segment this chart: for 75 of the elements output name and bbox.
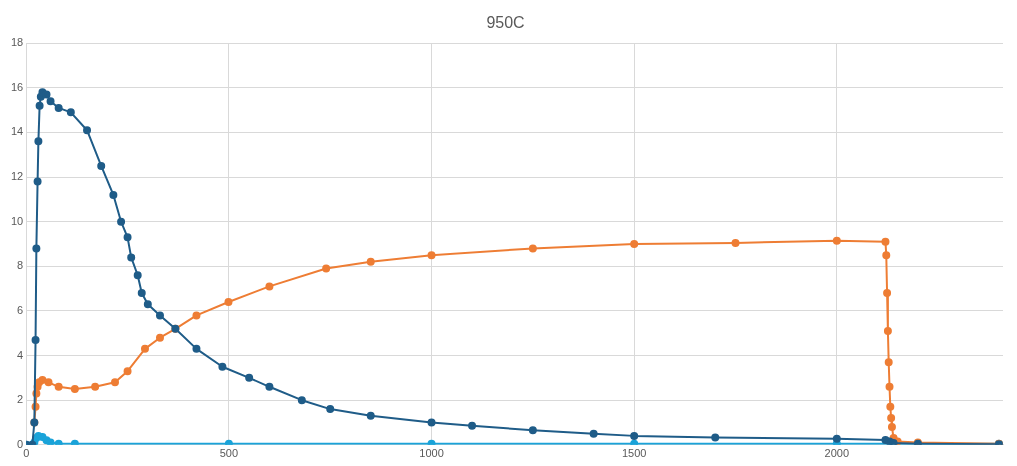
chart-title: 950C xyxy=(486,14,525,32)
point xyxy=(630,240,639,248)
point xyxy=(155,311,164,320)
point xyxy=(427,418,436,427)
point xyxy=(66,108,75,117)
point xyxy=(70,385,79,394)
point xyxy=(887,414,896,423)
point xyxy=(218,362,227,371)
y-tick-label: 18 xyxy=(10,36,24,49)
point xyxy=(884,358,893,367)
point xyxy=(127,253,136,262)
point xyxy=(528,426,537,435)
point xyxy=(32,244,41,253)
point xyxy=(192,311,201,320)
point xyxy=(885,382,894,391)
point xyxy=(123,367,132,376)
point xyxy=(54,382,63,391)
point xyxy=(265,282,274,291)
point xyxy=(111,378,119,387)
y-tick-label: 6 xyxy=(17,303,24,316)
y-tick-label: 14 xyxy=(10,125,24,138)
point xyxy=(31,335,40,344)
y-tick-label: 8 xyxy=(17,259,24,272)
point xyxy=(326,405,335,414)
point xyxy=(322,264,331,273)
y-tick-label: 10 xyxy=(10,214,24,227)
point xyxy=(887,422,896,431)
point xyxy=(97,161,106,170)
point xyxy=(881,237,890,246)
point xyxy=(711,433,720,442)
point xyxy=(192,344,201,353)
point xyxy=(589,429,598,438)
point xyxy=(265,382,274,391)
point xyxy=(883,327,892,336)
point xyxy=(630,431,639,440)
y-tick-label: 2 xyxy=(17,393,24,406)
point xyxy=(123,233,132,242)
point xyxy=(143,300,152,309)
point xyxy=(245,373,254,382)
point xyxy=(91,382,100,391)
x-tick-label: 2000 xyxy=(824,447,850,460)
point xyxy=(140,344,149,353)
point xyxy=(886,402,895,411)
point xyxy=(155,333,164,342)
point xyxy=(297,396,306,405)
point xyxy=(34,137,43,146)
y-tick-label: 16 xyxy=(10,80,24,93)
point xyxy=(882,251,891,260)
point xyxy=(832,236,841,245)
point xyxy=(35,101,44,110)
point xyxy=(883,289,892,298)
y-tick-label: 4 xyxy=(17,348,24,361)
point xyxy=(44,378,53,387)
x-tick-label: 1000 xyxy=(419,447,444,460)
point xyxy=(54,103,63,112)
point xyxy=(528,244,537,253)
point xyxy=(133,271,142,280)
y-tick-label: 0 xyxy=(17,437,24,450)
point xyxy=(832,434,841,443)
point xyxy=(366,257,375,266)
y-tick-label: 12 xyxy=(10,170,24,183)
point xyxy=(224,298,233,307)
point xyxy=(137,289,146,298)
point xyxy=(83,126,92,135)
point xyxy=(731,238,740,247)
x-tick-label: 1500 xyxy=(621,447,647,460)
point xyxy=(117,217,126,226)
point xyxy=(366,411,375,420)
point xyxy=(468,421,477,430)
point xyxy=(33,177,42,186)
point xyxy=(109,190,118,199)
point xyxy=(46,438,55,445)
x-tick-label: 500 xyxy=(219,447,239,460)
point xyxy=(46,97,55,106)
point xyxy=(427,251,436,260)
